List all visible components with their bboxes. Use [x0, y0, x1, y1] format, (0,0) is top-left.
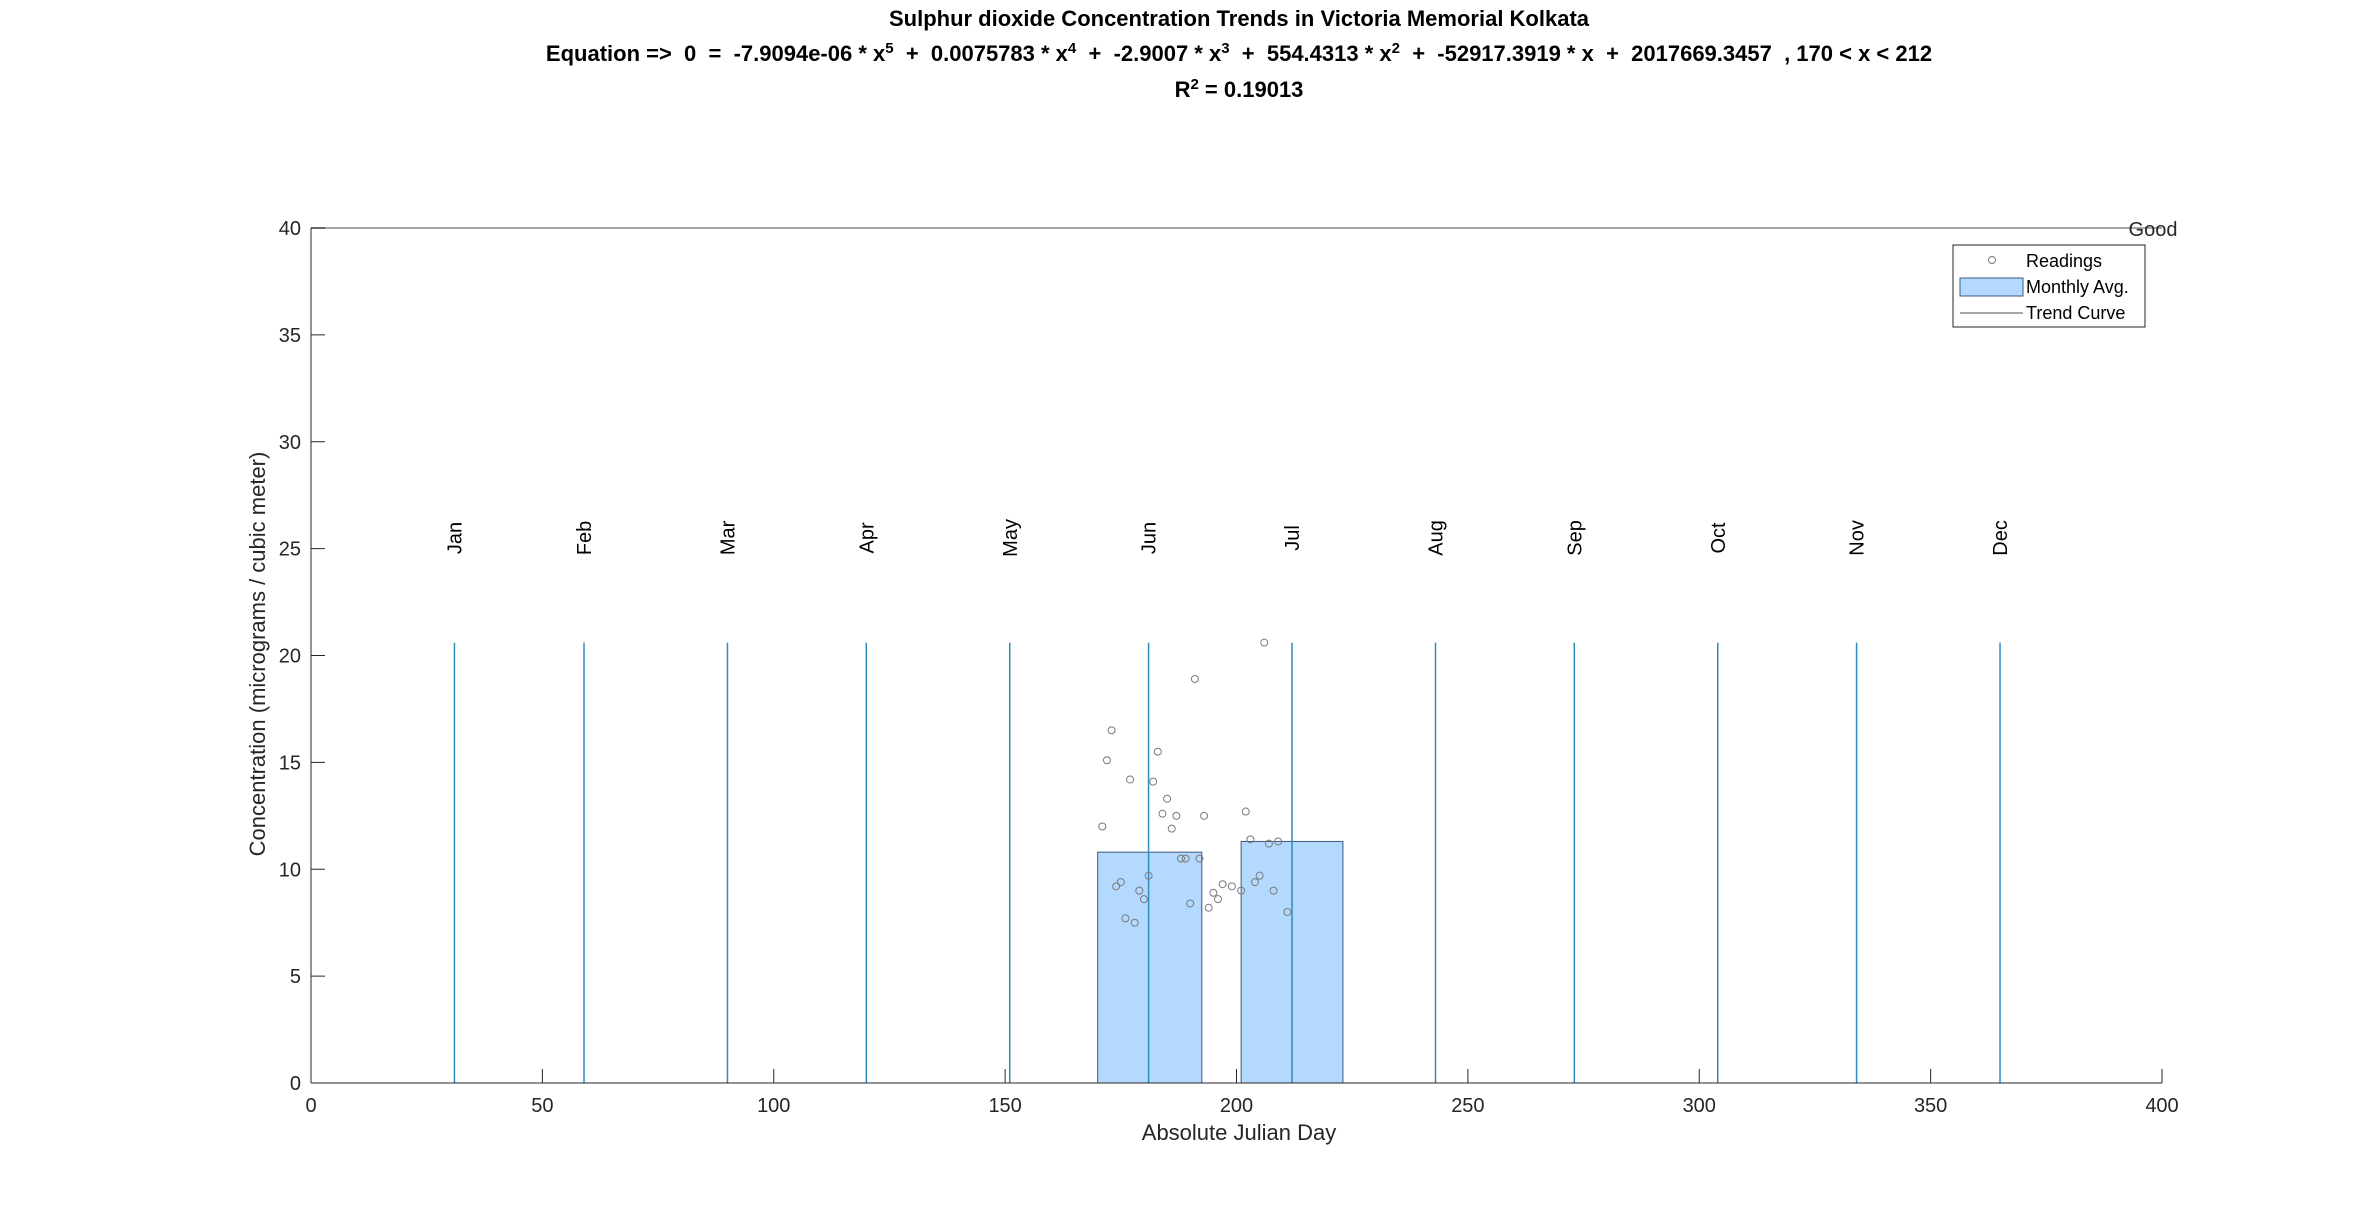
r-squared-text: R2 = 0.19013 — [1175, 76, 1304, 103]
reading-point-12 — [1149, 777, 1158, 786]
reading-point-38 — [1283, 908, 1292, 916]
y-tick-label-20: 20 — [279, 646, 301, 668]
reading-point-23 — [1200, 811, 1209, 820]
reading-point-8 — [1130, 918, 1139, 927]
month-label-jun: Jun — [1139, 522, 1161, 554]
legend-monthly-avg-swatch — [1959, 277, 2024, 297]
y-tick-label-0: 0 — [290, 1073, 301, 1095]
reading-point-3 — [1107, 726, 1116, 735]
x-tick-label-350: 350 — [1914, 1095, 1947, 1117]
reading-point-16 — [1167, 824, 1176, 833]
month-label-dec: Dec — [1990, 520, 2012, 556]
month-label-apr: Apr — [856, 522, 878, 553]
x-tick-label-300: 300 — [1683, 1095, 1716, 1117]
reading-point-7 — [1126, 775, 1135, 784]
reading-point-36 — [1269, 886, 1278, 895]
threshold-label: Good — [2129, 219, 2178, 241]
y-tick-label-30: 30 — [279, 432, 301, 454]
month-label-jan: Jan — [444, 522, 466, 554]
reading-point-13 — [1153, 747, 1162, 756]
legend: Readings Monthly Avg. Trend Curve — [1952, 244, 2146, 328]
reading-point-11 — [1144, 871, 1153, 880]
x-tick-label-0: 0 — [305, 1095, 316, 1117]
legend-monthly-avg-label: Monthly Avg. — [2026, 277, 2129, 297]
reading-point-30 — [1241, 807, 1250, 816]
reading-point-19 — [1181, 854, 1190, 863]
y-tick-label-10: 10 — [279, 859, 301, 881]
reading-point-20 — [1186, 899, 1195, 908]
x-axis-label: Absolute Julian Day — [1142, 1120, 1336, 1145]
y-tick-label-15: 15 — [279, 752, 301, 774]
legend-readings-label: Readings — [2026, 251, 2102, 271]
month-label-aug: Aug — [1425, 520, 1447, 556]
reading-point-14 — [1158, 809, 1167, 818]
reading-point-37 — [1274, 837, 1283, 846]
x-tick-label-150: 150 — [988, 1095, 1021, 1117]
month-label-jul: Jul — [1282, 525, 1304, 551]
reading-point-29 — [1237, 886, 1246, 895]
reading-point-24 — [1204, 903, 1213, 912]
reading-point-15 — [1163, 794, 1172, 803]
y-tick-label-35: 35 — [279, 325, 301, 347]
reading-point-27 — [1218, 880, 1227, 889]
x-tick-label-200: 200 — [1220, 1095, 1253, 1117]
legend-readings-marker — [1988, 256, 1996, 264]
equation-text: Equation => 0 = -7.9094e-06 * x5 + 0.007… — [546, 40, 1932, 67]
y-axis-label: Concentration (micrograms / cubic meter) — [245, 452, 270, 857]
reading-point-1 — [1098, 822, 1107, 831]
month-label-oct: Oct — [1708, 522, 1730, 554]
reading-point-9 — [1135, 886, 1144, 895]
monthly-avg-bar-1 — [1097, 851, 1203, 1084]
reading-point-6 — [1121, 914, 1130, 923]
x-tick-label-100: 100 — [757, 1095, 790, 1117]
reading-point-21 — [1190, 675, 1199, 684]
reading-point-32 — [1251, 878, 1260, 887]
reading-point-26 — [1213, 895, 1222, 904]
month-label-nov: Nov — [1847, 520, 1869, 556]
reading-point-4 — [1112, 882, 1121, 891]
month-label-may: May — [1000, 519, 1022, 557]
y-tick-label-5: 5 — [290, 966, 301, 988]
reading-point-31 — [1246, 835, 1255, 844]
x-tick-label-50: 50 — [531, 1095, 553, 1117]
month-label-sep: Sep — [1564, 520, 1586, 556]
reading-point-34 — [1260, 638, 1269, 647]
chart-title: Sulphur dioxide Concentration Trends in … — [889, 6, 1590, 31]
x-tick-label-400: 400 — [2145, 1095, 2178, 1117]
reading-point-25 — [1209, 888, 1218, 897]
y-tick-label-25: 25 — [279, 539, 301, 561]
reading-point-33 — [1255, 871, 1264, 880]
reading-point-10 — [1139, 895, 1148, 904]
month-label-feb: Feb — [574, 521, 596, 555]
reading-point-18 — [1176, 854, 1185, 863]
legend-trend-label: Trend Curve — [2026, 303, 2125, 323]
y-tick-label-40: 40 — [279, 218, 301, 240]
reading-point-2 — [1102, 756, 1111, 765]
reading-point-22 — [1195, 854, 1204, 863]
x-tick-label-250: 250 — [1451, 1095, 1484, 1117]
reading-point-17 — [1172, 811, 1181, 820]
reading-point-28 — [1227, 882, 1236, 891]
reading-point-35 — [1264, 839, 1273, 848]
month-label-mar: Mar — [717, 520, 739, 555]
plot-area: Good Jan Feb Mar Apr May Jun Jul Aug Sep Oct Nov Dec… — [279, 218, 2179, 1117]
reading-point-5 — [1116, 878, 1125, 887]
